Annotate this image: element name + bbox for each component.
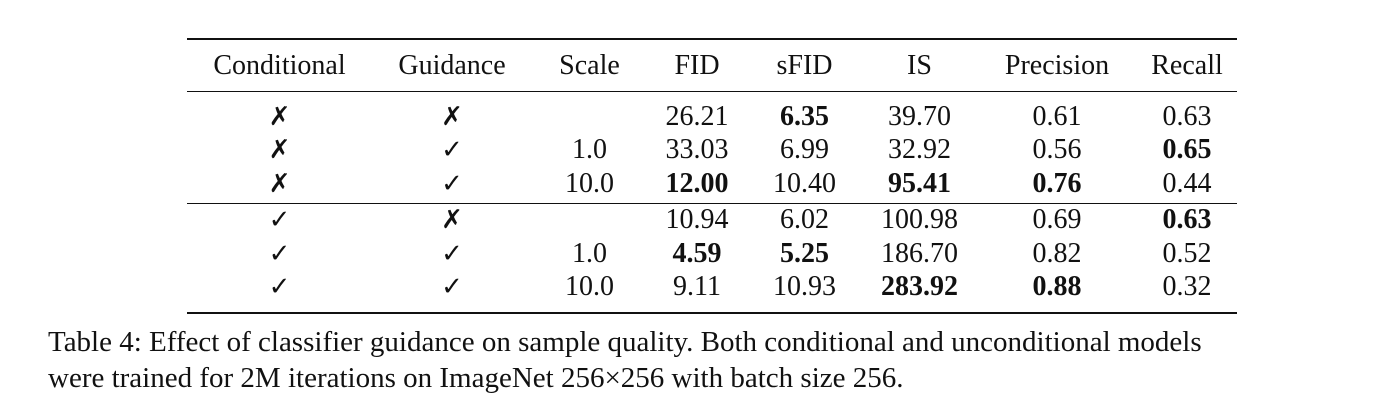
caption-line-1: Table 4: Effect of classifier guidance o… [48, 326, 1202, 358]
cell-sfid: 5.25 [780, 237, 829, 269]
cell-precision: 0.88 [1032, 271, 1082, 303]
cell-guidance: ✓ [441, 238, 463, 269]
cell-guidance: ✗ [441, 101, 463, 132]
cell-scale: 1.0 [572, 237, 607, 269]
header-recall: Recall [1151, 49, 1223, 81]
header-precision: Precision [1004, 49, 1110, 81]
cell-conditional: ✓ [268, 238, 291, 269]
cell-scale: 1.0 [572, 134, 607, 166]
cell-precision: 0.61 [1032, 100, 1082, 132]
cell-fid: 33.03 [665, 134, 729, 166]
cell-guidance: ✗ [441, 205, 463, 236]
cell-recall: 0.63 [1162, 204, 1212, 236]
table-row: ✓ ✗ 10.94 6.02 100.98 0.69 0.63 [187, 203, 1237, 237]
cell-recall: 0.44 [1162, 167, 1212, 199]
cell-guidance: ✓ [441, 135, 463, 166]
cell-guidance: ✓ [441, 168, 463, 199]
header-is: IS [907, 49, 932, 81]
table-caption: Table 4: Effect of classifier guidance o… [48, 324, 1388, 396]
cell-recall: 0.32 [1162, 271, 1212, 303]
cell-fid: 10.94 [665, 204, 729, 236]
cell-conditional: ✗ [268, 101, 291, 132]
cell-fid: 12.00 [665, 167, 729, 199]
table-row: ✗ ✗ 26.21 6.35 39.70 0.61 0.63 [187, 92, 1237, 134]
table-row: ✓ ✓ 10.0 9.11 10.93 283.92 0.88 0.32 [187, 271, 1237, 313]
table-row: ✓ ✓ 1.0 4.59 5.25 186.70 0.82 0.52 [187, 237, 1237, 271]
cell-fid: 4.59 [672, 237, 722, 269]
cell-sfid: 6.99 [780, 134, 829, 166]
header-conditional: Conditional [213, 49, 346, 81]
cell-is: 39.70 [888, 100, 951, 132]
table-body: ✗ ✗ 26.21 6.35 39.70 0.61 0.63 ✗ ✓ 1.0 3… [187, 92, 1237, 313]
cell-is: 32.92 [888, 134, 951, 166]
cell-fid: 26.21 [665, 100, 729, 132]
table-row: ✗ ✓ 1.0 33.03 6.99 32.92 0.56 0.65 [187, 134, 1237, 168]
cell-sfid: 6.35 [780, 100, 829, 132]
cell-is: 283.92 [881, 271, 958, 303]
cell-sfid: 10.40 [773, 167, 836, 199]
cell-conditional: ✓ [268, 205, 291, 236]
caption-line-2: were trained for 2M iterations on ImageN… [48, 362, 904, 394]
cell-is: 186.70 [881, 237, 958, 269]
cell-is: 95.41 [888, 167, 951, 199]
cell-scale: 10.0 [565, 271, 614, 303]
header-fid: FID [674, 49, 720, 81]
cell-precision: 0.56 [1032, 134, 1082, 166]
cell-fid: 9.11 [673, 271, 721, 303]
cell-recall: 0.63 [1162, 100, 1212, 132]
cell-conditional: ✗ [268, 168, 291, 199]
table-row: ✗ ✓ 10.0 12.00 10.40 95.41 0.76 0.44 [187, 167, 1237, 203]
header-sfid: sFID [776, 49, 833, 81]
cell-precision: 0.82 [1032, 237, 1082, 269]
cell-sfid: 10.93 [773, 271, 836, 303]
cell-recall: 0.65 [1162, 134, 1212, 166]
header-row: Conditional Guidance Scale FID sFID IS P… [187, 39, 1237, 92]
cell-guidance: ✓ [441, 272, 463, 303]
cell-scale [532, 92, 647, 134]
cell-is: 100.98 [881, 204, 958, 236]
cell-scale [532, 203, 647, 237]
cell-precision: 0.76 [1032, 167, 1082, 199]
results-table: Conditional Guidance Scale FID sFID IS P… [187, 38, 1237, 314]
table-header: Conditional Guidance Scale FID sFID IS P… [187, 39, 1237, 92]
results-table-container: Conditional Guidance Scale FID sFID IS P… [187, 38, 1237, 314]
cell-sfid: 6.02 [780, 204, 829, 236]
cell-precision: 0.69 [1032, 204, 1082, 236]
cell-conditional: ✗ [268, 135, 291, 166]
cell-scale: 10.0 [565, 167, 614, 199]
cell-recall: 0.52 [1162, 237, 1212, 269]
header-scale: Scale [559, 49, 620, 81]
header-guidance: Guidance [398, 49, 506, 81]
cell-conditional: ✓ [268, 272, 291, 303]
